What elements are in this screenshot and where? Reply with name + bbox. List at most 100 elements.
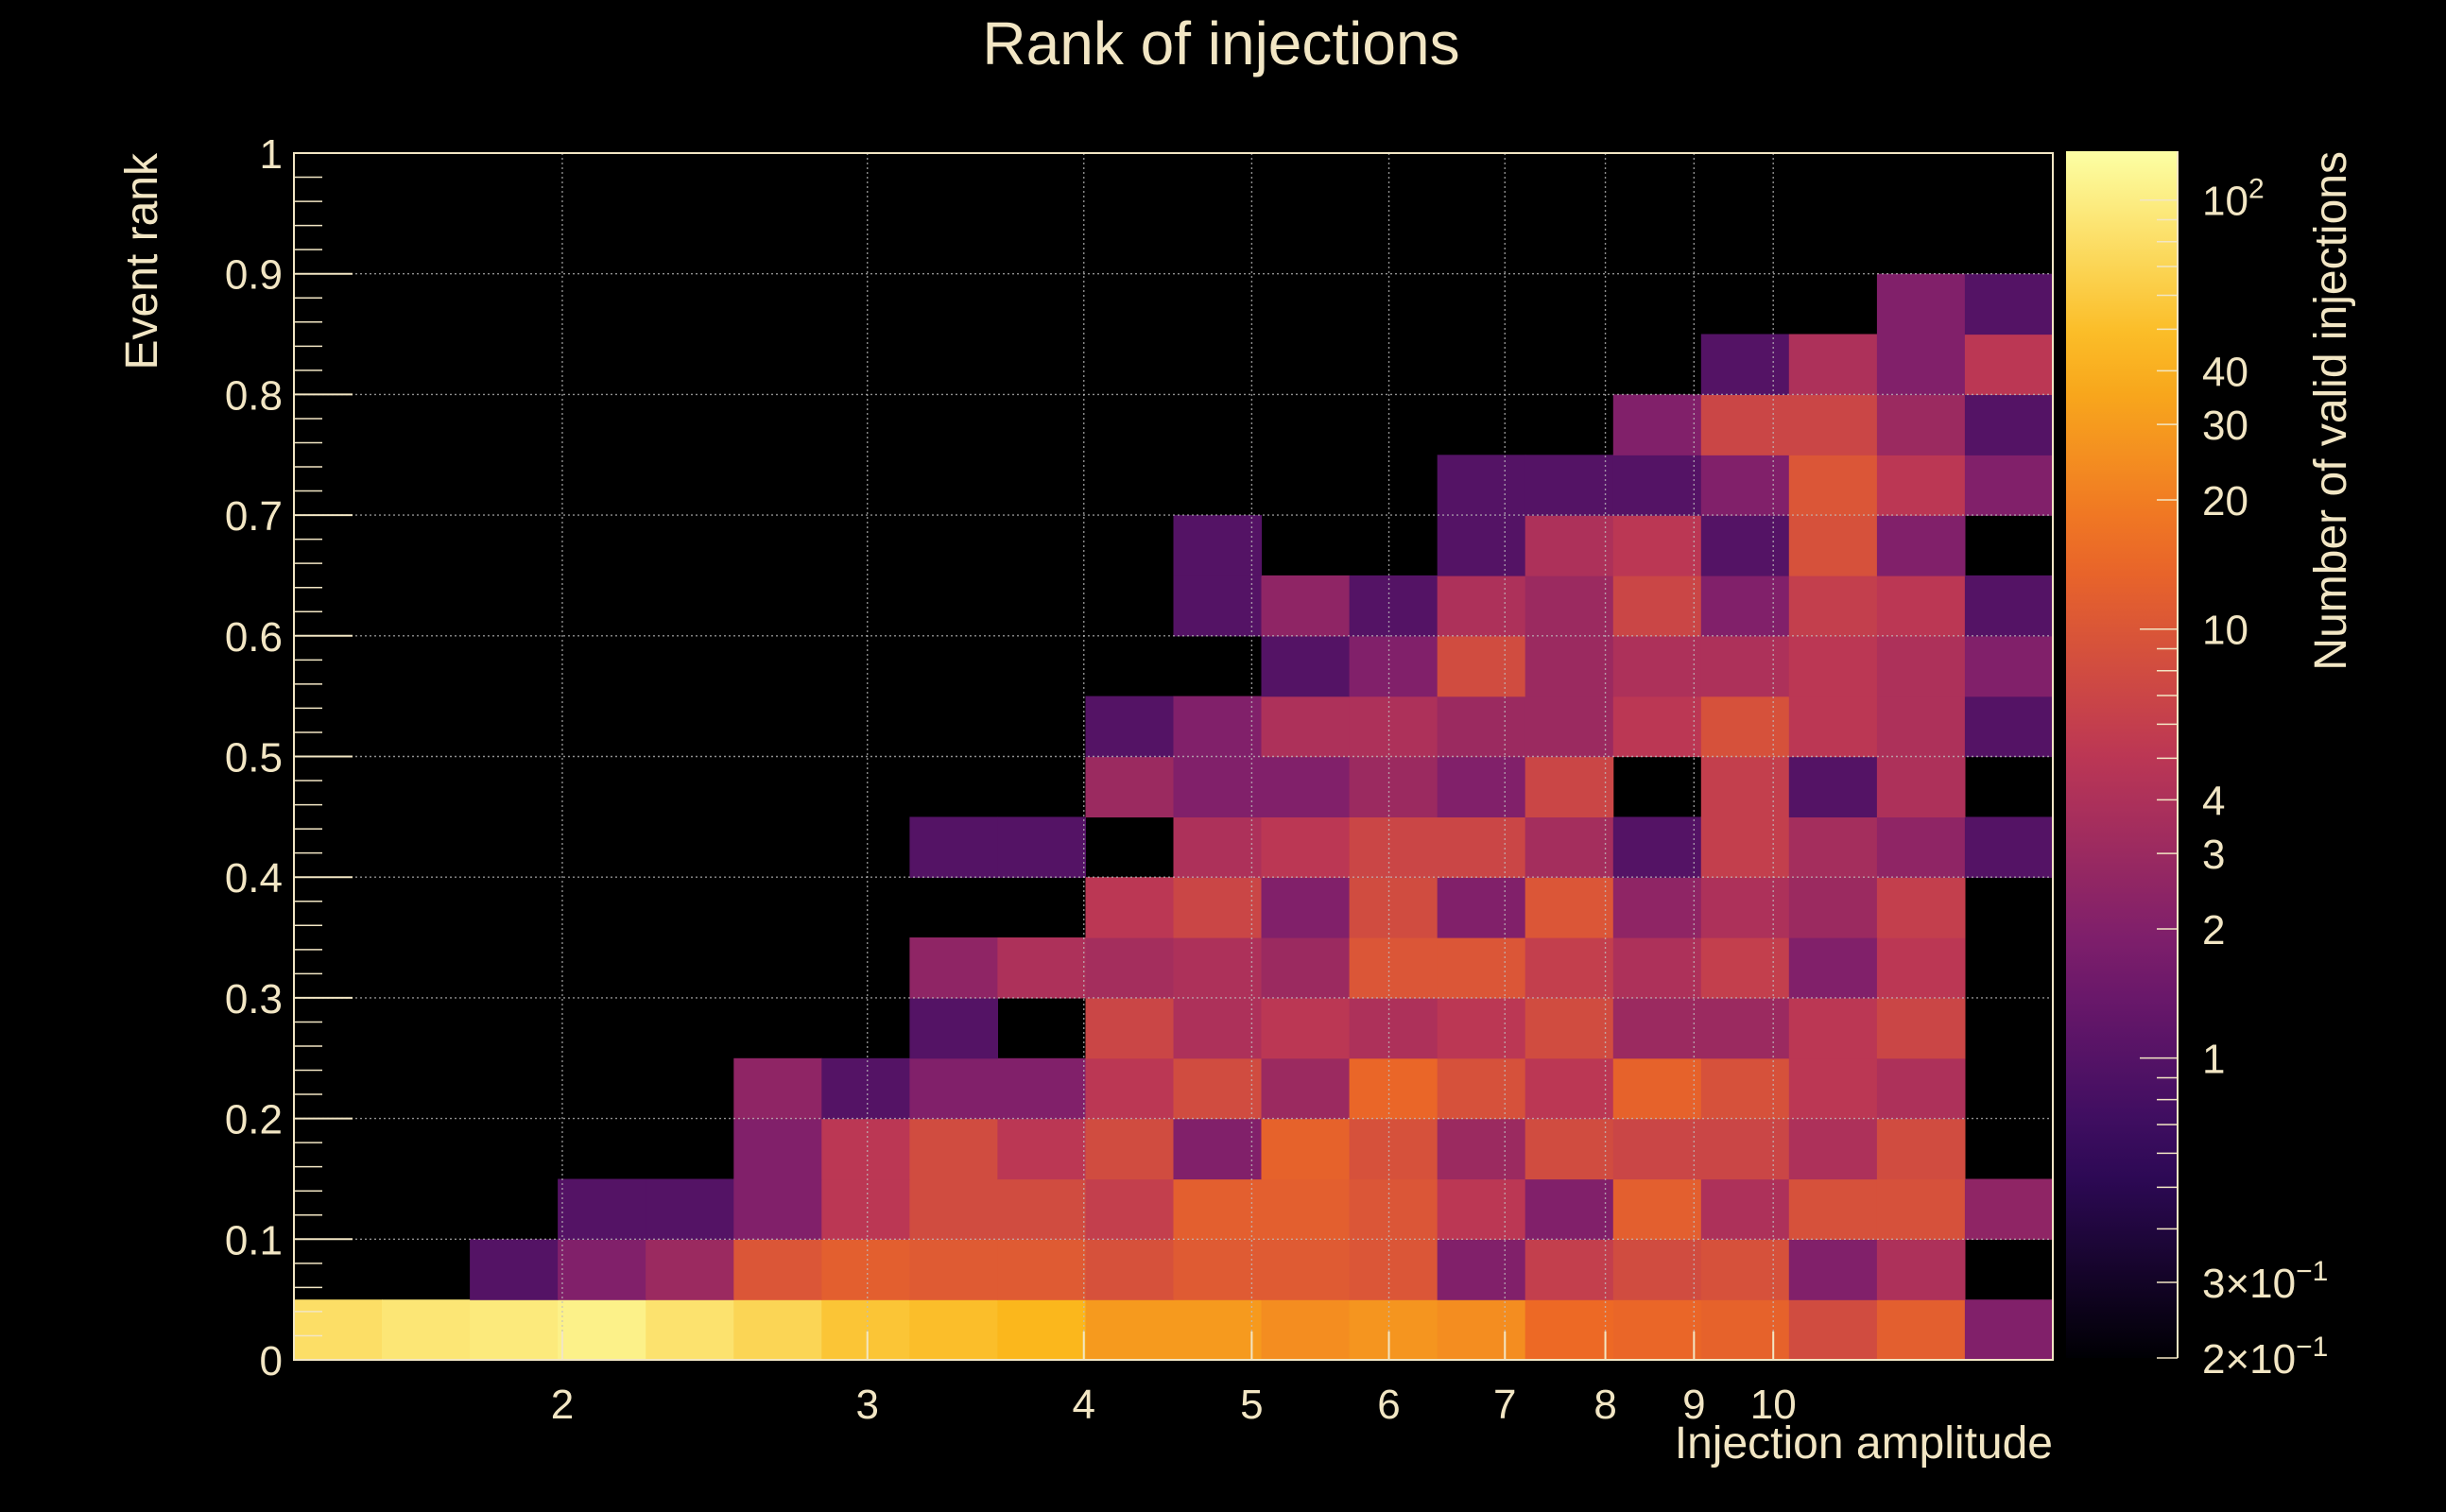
heatmap-cell [733, 1118, 822, 1180]
heatmap-cell [821, 1118, 910, 1180]
heatmap-cell [1876, 1178, 1966, 1240]
heatmap-cell [1524, 696, 1614, 758]
heatmap-cell [1700, 334, 1790, 395]
heatmap-cell [1173, 1239, 1263, 1300]
color-scale-tick-label: 3 [2202, 832, 2225, 878]
heatmap-cell [1261, 1057, 1351, 1120]
heatmap-cell [1173, 997, 1263, 1059]
heatmap-cell [1788, 937, 1878, 999]
heatmap-cell [1788, 515, 1878, 576]
heatmap-cell [1700, 997, 1790, 1059]
heatmap-cell [1612, 515, 1702, 576]
y-tick-label: 0.8 [225, 372, 283, 419]
x-tick-label: 9 [1682, 1382, 1705, 1428]
heatmap-cell [1700, 877, 1790, 938]
heatmap-cell [1349, 816, 1438, 878]
heatmap-cell [558, 1239, 646, 1300]
heatmap-cell [909, 1299, 998, 1361]
heatmap-cell [1876, 273, 1966, 335]
heatmap-cell [1085, 1057, 1175, 1120]
heatmap-cell [1700, 1178, 1790, 1240]
heatmap-cell [1612, 696, 1702, 758]
y-tick-label: 0.7 [225, 493, 283, 540]
x-tick-label: 6 [1377, 1382, 1400, 1428]
y-tick-label: 0 [260, 1338, 283, 1384]
heatmap-cell [1964, 575, 2054, 637]
heatmap-cell [909, 997, 998, 1059]
heatmap-cell [470, 1299, 559, 1361]
heatmap-cell [1788, 696, 1878, 758]
y-tick-label: 0.5 [225, 735, 283, 782]
heatmap-cell [1085, 937, 1175, 999]
heatmap-cell [1437, 1118, 1526, 1180]
heatmap-cell [997, 1057, 1086, 1120]
heatmap-cell [1700, 1239, 1790, 1300]
heatmap-cell [1876, 515, 1966, 576]
heatmap-cell [1700, 394, 1790, 455]
heatmap-cell [1612, 394, 1702, 455]
heatmap-cell [1173, 937, 1263, 999]
heatmap-cell [1788, 1239, 1878, 1300]
heatmap-cell [1876, 756, 1966, 817]
heatmap-cell [1876, 575, 1966, 637]
heatmap-cell [1612, 816, 1702, 878]
x-axis-label: Injection amplitude [1675, 1418, 2053, 1469]
heatmap-cell [1964, 394, 2054, 455]
heatmap-cell [1876, 635, 1966, 697]
heatmap-cell [1085, 877, 1175, 938]
heatmap-cell [1085, 756, 1175, 817]
heatmap-cell [821, 1057, 910, 1120]
heatmap-cell [733, 1057, 822, 1120]
heatmap-cell [1788, 1118, 1878, 1180]
heatmap-cell [1437, 575, 1526, 637]
heatmap-cell [1612, 1178, 1702, 1240]
x-axis: 2 3 4 5 6 7 8 9 10 [551, 1332, 1797, 1428]
heatmap-cell [1437, 1299, 1526, 1361]
heatmap-cell [1700, 575, 1790, 637]
heatmap-cell [1085, 696, 1175, 758]
heatmap-cell [1524, 455, 1614, 516]
color-scale-tick-label: 10 [2202, 608, 2248, 654]
heatmap-cell [909, 816, 998, 878]
heatmap-cell [1700, 455, 1790, 516]
heatmap-cell [1173, 1299, 1263, 1361]
heatmap-cell [1261, 1178, 1351, 1240]
heatmap-cells [294, 273, 2054, 1361]
heatmap-cell [1612, 635, 1702, 697]
heatmap-cell [1612, 1057, 1702, 1120]
heatmap-cell [1437, 455, 1526, 516]
chart-title: Rank of injections [982, 9, 1459, 77]
heatmap-cell [1349, 997, 1438, 1059]
heatmap-cell [1173, 1118, 1263, 1180]
heatmap-cell [294, 1299, 383, 1361]
heatmap-cell [1349, 1057, 1438, 1120]
heatmap-cell [1612, 877, 1702, 938]
heatmap-cell [1261, 635, 1351, 697]
heatmap-cell [1349, 877, 1438, 938]
heatmap-cell [909, 1178, 998, 1240]
x-tick-label: 5 [1240, 1382, 1263, 1428]
heatmap-cell [1437, 1178, 1526, 1240]
heatmap-cell [1876, 816, 1966, 878]
heatmap-cell [1173, 816, 1263, 878]
heatmap-cell [1437, 1239, 1526, 1300]
heatmap-cell [470, 1239, 559, 1300]
heatmap-cell [1261, 1239, 1351, 1300]
heatmap-cell [997, 937, 1086, 999]
heatmap-cell [1349, 635, 1438, 697]
heatmap-cell [1349, 575, 1438, 637]
heatmap-cell [1964, 696, 2054, 758]
heatmap-cell [1524, 1178, 1614, 1240]
heatmap-cell [1788, 635, 1878, 697]
heatmap-cell [1349, 1299, 1438, 1361]
heatmap-cell [1876, 1239, 1966, 1300]
heatmap-cell [909, 1118, 998, 1180]
heatmap-cell [1788, 394, 1878, 455]
heatmap-cell [1700, 696, 1790, 758]
color-scale-tick-label: 4 [2202, 778, 2225, 824]
y-tick-label: 0.4 [225, 855, 283, 902]
heatmap-cell [1700, 1118, 1790, 1180]
heatmap-cell [1437, 1057, 1526, 1120]
heatmap-cell [1173, 756, 1263, 817]
